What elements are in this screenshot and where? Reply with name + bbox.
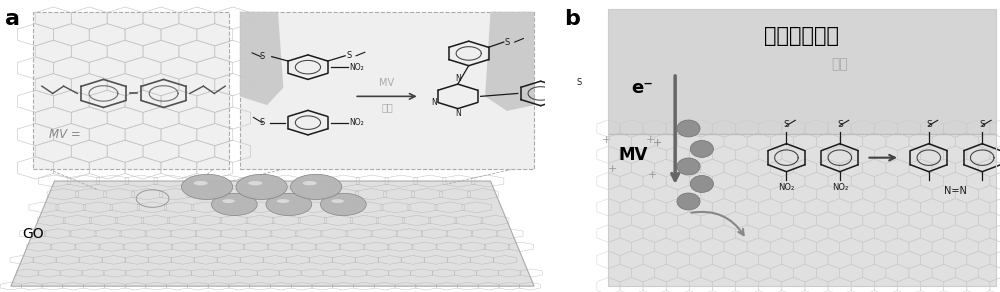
Ellipse shape — [677, 193, 700, 210]
Polygon shape — [240, 12, 534, 169]
Text: 等离子体金属: 等离子体金属 — [764, 27, 839, 46]
Text: MV =: MV = — [49, 128, 81, 141]
Text: S: S — [837, 120, 843, 129]
Ellipse shape — [266, 193, 312, 215]
Text: 促进: 促进 — [831, 57, 848, 71]
Bar — [608, 9, 996, 286]
Ellipse shape — [690, 140, 713, 157]
Text: S: S — [926, 120, 932, 129]
Text: NO₂: NO₂ — [349, 118, 364, 127]
Text: S: S — [260, 52, 265, 61]
Ellipse shape — [331, 199, 344, 203]
Text: e⁻: e⁻ — [631, 79, 653, 97]
Polygon shape — [240, 12, 283, 105]
Ellipse shape — [320, 193, 366, 215]
Text: b: b — [564, 9, 580, 29]
Text: a: a — [5, 9, 20, 29]
Text: N: N — [431, 98, 437, 107]
Polygon shape — [485, 12, 534, 111]
Text: +: + — [648, 170, 658, 180]
Text: +: + — [653, 138, 662, 148]
Text: N: N — [455, 74, 461, 83]
Ellipse shape — [277, 199, 289, 203]
Ellipse shape — [236, 174, 287, 199]
Text: +: + — [646, 135, 655, 145]
Text: MV: MV — [379, 78, 395, 88]
Ellipse shape — [677, 158, 700, 175]
Ellipse shape — [181, 174, 233, 199]
Text: S: S — [784, 120, 789, 129]
Bar — [608, 9, 996, 134]
Text: NO₂: NO₂ — [349, 63, 364, 72]
Text: S: S — [577, 78, 582, 86]
Ellipse shape — [290, 174, 342, 199]
Text: 加速: 加速 — [381, 102, 393, 112]
Text: S: S — [259, 118, 265, 127]
Text: S: S — [505, 38, 510, 46]
Text: S: S — [346, 51, 352, 60]
Text: N: N — [455, 110, 461, 119]
Ellipse shape — [690, 175, 713, 192]
Ellipse shape — [194, 181, 208, 185]
Ellipse shape — [677, 120, 700, 137]
Polygon shape — [11, 181, 534, 286]
Ellipse shape — [303, 181, 317, 185]
Ellipse shape — [248, 181, 262, 185]
Ellipse shape — [222, 199, 235, 203]
Text: MV: MV — [618, 146, 648, 164]
Text: N=N: N=N — [944, 186, 967, 196]
Text: NO₂: NO₂ — [832, 183, 848, 192]
Text: +: + — [601, 135, 611, 145]
Polygon shape — [33, 12, 229, 169]
Text: +: + — [608, 164, 618, 174]
Text: NO₂: NO₂ — [778, 183, 795, 192]
Text: GO: GO — [22, 227, 43, 241]
Text: S: S — [979, 120, 985, 129]
Ellipse shape — [211, 193, 257, 215]
Bar — [608, 134, 996, 286]
